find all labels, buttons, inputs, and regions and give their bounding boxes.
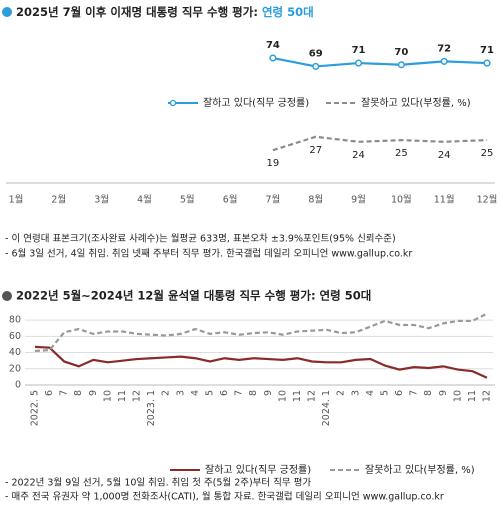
x-tick-label: 2022. 5 — [30, 390, 41, 426]
data-label: 25 — [395, 148, 408, 159]
x-tick-label: 4월 — [137, 194, 152, 206]
x-tick-label: 4 — [365, 390, 376, 396]
x-tick-label: 2 — [336, 390, 347, 396]
legend-label: 잘하고 있다(직무 긍정률) — [205, 463, 311, 476]
x-tick-label: 11 — [467, 390, 478, 402]
data-label: 69 — [309, 48, 323, 59]
x-tick-label: 9 — [263, 390, 274, 396]
data-label: 24 — [352, 150, 365, 161]
legend-label: 잘못하고 있다(부정률, %) — [361, 96, 471, 109]
x-tick-label: 9 — [88, 390, 99, 396]
y-tick-label: 80 — [9, 315, 21, 326]
x-tick-label: 2월 — [51, 194, 66, 206]
x-tick-label: 9 — [438, 390, 449, 396]
x-tick-label: 3 — [175, 390, 186, 396]
legend-marker — [169, 99, 177, 107]
title-bullet — [2, 7, 12, 17]
y-tick-label: 0 — [15, 380, 21, 391]
y-tick-label: 20 — [9, 363, 21, 374]
note: - 2022년 3월 9일 선거, 5월 10일 취임. 취임 첫 주(5월 2… — [5, 477, 311, 489]
x-tick-label: 7 — [409, 390, 420, 396]
title-bullet — [2, 291, 12, 301]
x-tick-label: 10 — [102, 390, 113, 402]
title-highlight: 연령 50대 — [262, 5, 314, 19]
x-tick-label: 11 — [292, 390, 303, 402]
x-tick-label: 8월 — [308, 194, 323, 206]
chart-title: 2025년 7월 이후 이재명 대통령 직무 수행 평가: 연령 50대 — [16, 5, 314, 19]
x-tick-label: 8 — [73, 390, 84, 396]
x-tick-label: 5월 — [180, 194, 195, 206]
data-label: 70 — [394, 47, 408, 58]
x-tick-label: 11 — [117, 390, 128, 402]
x-tick-label: 5 — [379, 390, 390, 396]
x-tick-label: 6 — [394, 390, 405, 396]
x-tick-label: 7 — [234, 390, 245, 396]
point — [354, 59, 363, 67]
x-tick-label: 12 — [132, 390, 143, 402]
point — [397, 61, 405, 69]
note: - 이 연령대 표본크기(조사완료 사례수)는 월평균 633명, 표본오차 ±… — [5, 233, 396, 245]
x-tick-label: 3 — [350, 390, 361, 396]
x-tick-label: 12 — [482, 390, 493, 402]
data-label: 72 — [437, 43, 451, 54]
x-tick-label: 10 — [277, 390, 288, 402]
note: - 6월 3일 선거, 4일 취임. 취임 넷째 주부터 직무 평가. 한국갤럽… — [5, 248, 412, 260]
x-tick-label: 8 — [248, 390, 259, 396]
x-tick-label: 3월 — [94, 194, 109, 206]
legend-label: 잘하고 있다(직무 긍정률) — [203, 96, 309, 109]
x-tick-label: 4 — [190, 390, 201, 396]
data-label: 27 — [309, 145, 322, 156]
note: - 매주 전국 유권자 약 1,000명 전화조사(CATI), 월 통합 자료… — [5, 491, 444, 503]
x-tick-label: 11월 — [434, 194, 455, 206]
y-tick-label: 60 — [9, 331, 21, 342]
data-label: 19 — [267, 158, 280, 169]
data-label: 24 — [438, 150, 451, 161]
point — [440, 57, 448, 65]
x-tick-label: 12 — [307, 390, 318, 402]
x-tick-label: 2 — [161, 390, 172, 396]
series-line — [34, 345, 488, 379]
point — [312, 62, 320, 70]
x-tick-label: 8 — [423, 390, 434, 396]
x-tick-label: 10월 — [391, 194, 412, 206]
x-tick-label: 12월 — [477, 194, 498, 206]
data-label: 71 — [480, 45, 494, 56]
x-tick-label: 1월 — [9, 194, 24, 206]
series-line — [272, 56, 488, 68]
data-label: 25 — [481, 148, 494, 159]
point — [483, 59, 491, 67]
x-tick-label: 2023. 1 — [146, 390, 157, 426]
x-tick-label: 10 — [452, 390, 463, 402]
series-line — [272, 135, 488, 152]
data-label: 71 — [352, 45, 366, 56]
x-tick-label: 9월 — [351, 194, 366, 206]
x-tick-label: 6 — [219, 390, 230, 396]
series-line — [34, 312, 488, 353]
y-tick-label: 40 — [9, 347, 21, 358]
x-tick-label: 6 — [44, 390, 55, 396]
data-label: 74 — [266, 40, 280, 51]
x-tick-label: 6월 — [223, 194, 238, 206]
chart-title: 2022년 5월~2024년 12월 윤석열 대통령 직무 수행 평가: 연령 … — [16, 289, 371, 303]
x-tick-label: 7월 — [266, 194, 281, 206]
point — [269, 54, 277, 62]
title-text: 2025년 7월 이후 이재명 대통령 직무 수행 평가: — [16, 5, 258, 19]
x-tick-label: 5 — [204, 390, 215, 396]
x-tick-label: 2024. 1 — [321, 390, 332, 426]
legend-label: 잘못하고 있다(부정률, %) — [365, 463, 475, 476]
x-tick-label: 7 — [59, 390, 70, 396]
